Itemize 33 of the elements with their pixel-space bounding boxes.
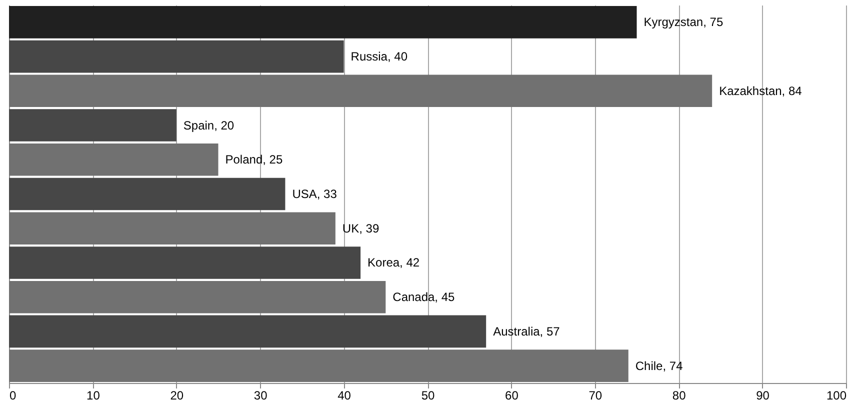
x-tick-label: 0	[10, 388, 16, 402]
x-tick-label: 20	[170, 388, 184, 402]
bar	[9, 178, 286, 210]
data-label: Russia, 40	[350, 50, 408, 64]
x-tick-label: 90	[756, 388, 770, 402]
bar	[9, 212, 336, 245]
bar	[9, 280, 386, 314]
bar	[9, 109, 176, 142]
data-label: Poland, 25	[225, 152, 283, 167]
data-label: Australia, 57	[493, 324, 560, 338]
x-tick-label: 40	[338, 388, 352, 402]
data-label: Chile, 74	[635, 358, 684, 373]
data-label: Canada, 45	[392, 290, 456, 304]
x-tick-label: 80	[672, 388, 686, 402]
data-label: USA, 33	[292, 187, 338, 201]
x-tick-label: 50	[421, 388, 435, 402]
x-tick-label: 70	[588, 388, 602, 402]
bar	[9, 40, 344, 73]
bar	[9, 315, 486, 348]
data-label: Kazakhstan, 84	[719, 84, 802, 98]
x-tick-label: 10	[86, 388, 100, 402]
x-tick-label: 100	[826, 388, 847, 402]
data-label: Spain, 20	[183, 118, 234, 132]
x-tick-label: 30	[254, 388, 268, 402]
data-label: UK, 39	[342, 221, 380, 236]
bar	[9, 6, 637, 38]
x-tick-label: 60	[505, 388, 519, 402]
data-label: Kyrgyzstan, 75	[644, 15, 724, 30]
data-label: Korea, 42	[368, 256, 420, 270]
bar	[9, 74, 712, 108]
bar	[9, 143, 218, 176]
bar	[9, 246, 361, 279]
bar	[9, 350, 628, 382]
